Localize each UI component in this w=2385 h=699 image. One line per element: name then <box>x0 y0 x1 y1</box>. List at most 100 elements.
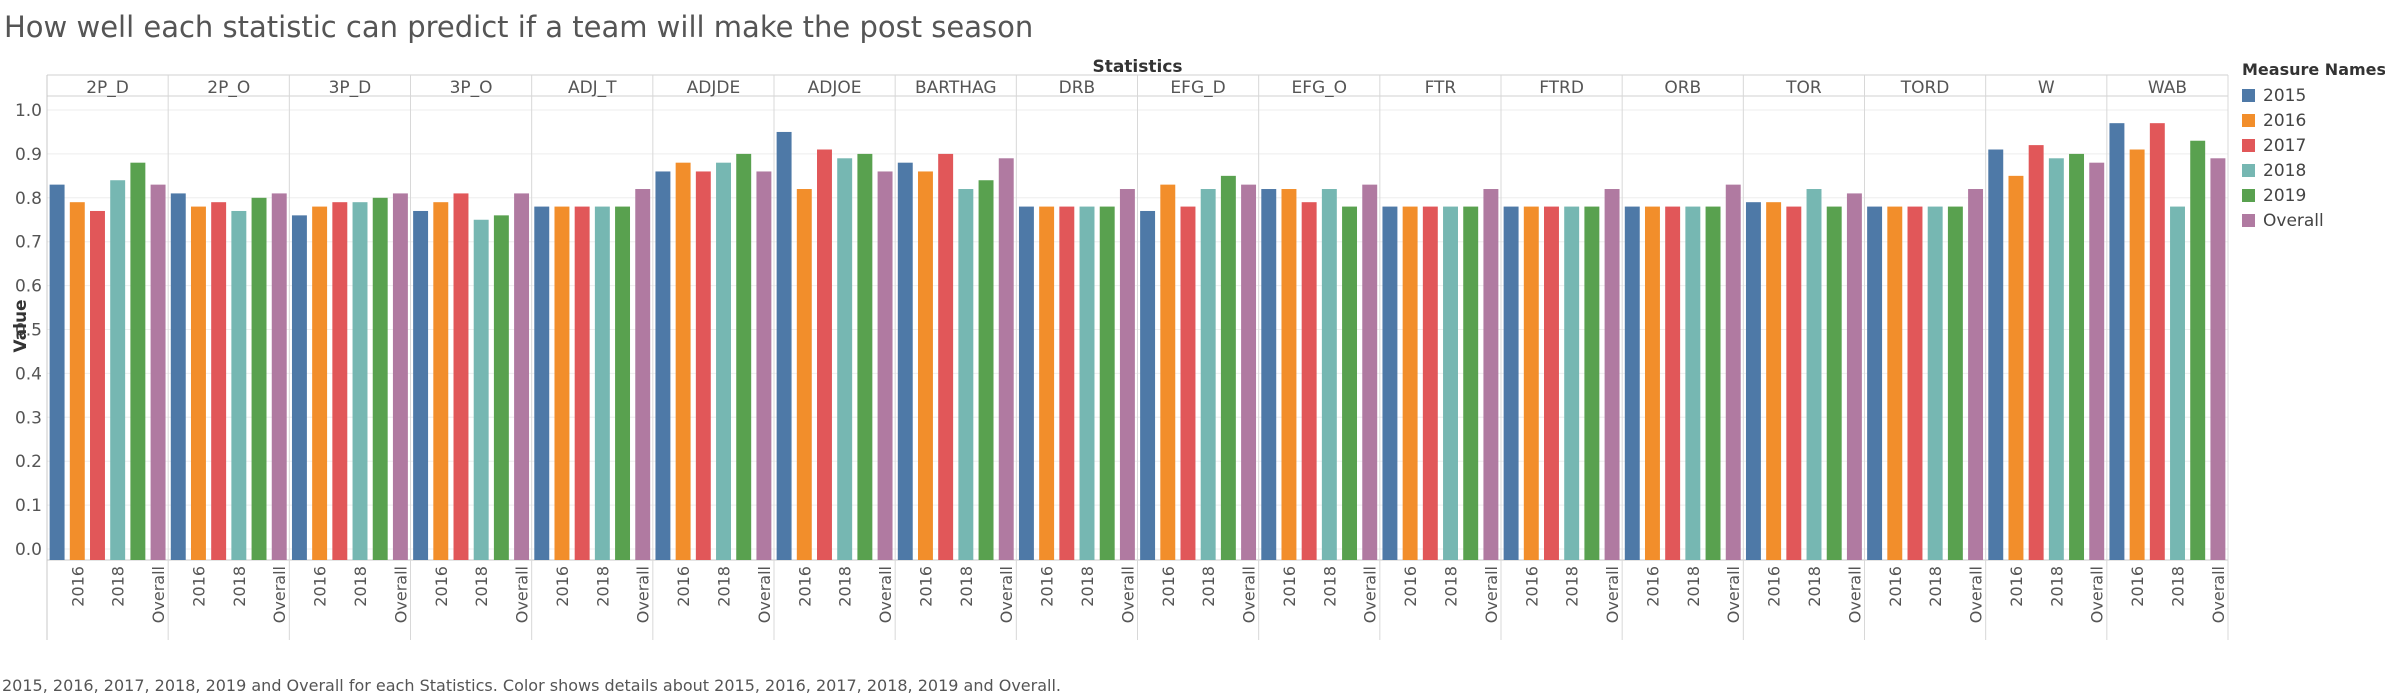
x-tick-label: 2018 <box>2047 566 2066 607</box>
bar <box>1382 206 1398 560</box>
bar <box>231 210 247 560</box>
bar <box>453 193 469 560</box>
bar <box>1220 175 1236 560</box>
bar <box>2048 158 2064 561</box>
group-label-ftr: FTR <box>1425 78 1457 98</box>
legend-item-overall[interactable]: Overall <box>2242 208 2385 233</box>
bar <box>514 193 530 560</box>
x-tick-label: Overall <box>1482 566 1501 623</box>
bar <box>473 219 489 560</box>
x-tick-label: Overall <box>149 566 168 623</box>
x-tick-label: 2018 <box>836 566 855 607</box>
bar <box>877 171 893 560</box>
bar <box>433 202 449 560</box>
y-tick-label: 0.6 <box>15 277 42 297</box>
bar <box>150 184 166 560</box>
legend-item-2015[interactable]: 2015 <box>2242 83 2385 108</box>
bar <box>2008 175 2024 560</box>
x-tick-label: Overall <box>513 566 532 623</box>
bar <box>615 206 631 560</box>
legend-swatch <box>2242 114 2255 127</box>
bar <box>130 162 146 560</box>
bar <box>756 171 772 560</box>
bar <box>1624 206 1640 560</box>
x-tick-label: 2016 <box>1765 566 1784 607</box>
bar <box>1927 206 1943 560</box>
bar <box>1907 206 1923 560</box>
x-tick-label: 2016 <box>1401 566 1420 607</box>
group-label-adj-t: ADJ_T <box>568 78 617 98</box>
x-tick-label: 2018 <box>472 566 491 607</box>
bar <box>1463 206 1479 560</box>
x-tick-label: Overall <box>1603 566 1622 623</box>
y-tick-label: 0.5 <box>15 321 42 341</box>
bar <box>1281 189 1297 560</box>
x-tick-label: 2018 <box>1684 566 1703 607</box>
group-label-3p-d: 3P_D <box>329 78 372 98</box>
group-label-tord: TORD <box>1900 78 1950 98</box>
y-tick-label: 0.4 <box>15 364 42 384</box>
y-tick-label: 0.7 <box>15 233 42 253</box>
group-label-adjoe: ADJOE <box>808 78 862 98</box>
group-label-3p-o: 3P_O <box>450 78 493 98</box>
bar <box>291 215 307 561</box>
bar <box>312 206 328 560</box>
bar <box>1160 184 1176 560</box>
bar <box>837 158 853 561</box>
x-tick-label: 2016 <box>2007 566 2026 607</box>
x-tick-label: Overall <box>1118 566 1137 623</box>
bar <box>271 193 287 560</box>
bar <box>695 171 711 560</box>
top-axis-title: Statistics <box>1092 57 1182 77</box>
legend-item-2018[interactable]: 2018 <box>2242 158 2385 183</box>
bar <box>1564 206 1580 560</box>
group-label-efg-d: EFG_D <box>1170 78 1225 98</box>
y-axis-title: Value <box>11 299 31 352</box>
bar <box>1968 189 1984 560</box>
x-tick-label: 2016 <box>1522 566 1541 607</box>
bar <box>1301 202 1317 560</box>
legend: Measure Names 2015 2016 2017 2018 2019 O… <box>2242 60 2385 233</box>
bar <box>1826 206 1842 560</box>
bar <box>392 193 408 560</box>
x-tick-label: 2016 <box>553 566 572 607</box>
x-tick-label: 2016 <box>1038 566 1057 607</box>
bar <box>534 206 550 560</box>
bar <box>413 210 429 560</box>
x-tick-label: 2018 <box>593 566 612 607</box>
legend-item-2019[interactable]: 2019 <box>2242 183 2385 208</box>
x-tick-label: Overall <box>1967 566 1986 623</box>
bar <box>211 202 227 560</box>
y-tick-label: 0.2 <box>15 452 42 472</box>
x-tick-label: Overall <box>2209 566 2228 623</box>
bar <box>1766 202 1782 560</box>
bar <box>2129 149 2145 560</box>
bar <box>1422 206 1438 560</box>
x-tick-label: 2018 <box>230 566 249 607</box>
bar <box>1988 149 2004 560</box>
bar <box>736 153 752 560</box>
bar <box>2170 206 2185 560</box>
group-label-drb: DRB <box>1059 78 1096 98</box>
bar <box>1342 206 1358 560</box>
x-tick-label: 2018 <box>1199 566 1218 607</box>
bar <box>49 184 65 560</box>
bar <box>2089 162 2105 560</box>
x-tick-label: 2016 <box>1886 566 1905 607</box>
bar <box>1786 206 1802 560</box>
x-tick-label: 2018 <box>1442 566 1461 607</box>
chart-title: How well each statistic can predict if a… <box>4 10 1034 44</box>
legend-label: 2016 <box>2263 110 2307 131</box>
x-tick-label: Overall <box>876 566 895 623</box>
legend-item-2017[interactable]: 2017 <box>2242 133 2385 158</box>
x-tick-label: 2018 <box>1078 566 1097 607</box>
legend-item-2016[interactable]: 2016 <box>2242 108 2385 133</box>
chart-caption: 2015, 2016, 2017, 2018, 2019 and Overall… <box>2 676 1061 695</box>
x-tick-label: 2018 <box>1805 566 1824 607</box>
bar <box>352 202 368 560</box>
group-label-2p-d: 2P_D <box>86 78 129 98</box>
x-tick-label: 2018 <box>1320 566 1339 607</box>
bar <box>1140 210 1156 560</box>
group-label-2p-o: 2P_O <box>207 78 250 98</box>
bar <box>655 171 671 560</box>
